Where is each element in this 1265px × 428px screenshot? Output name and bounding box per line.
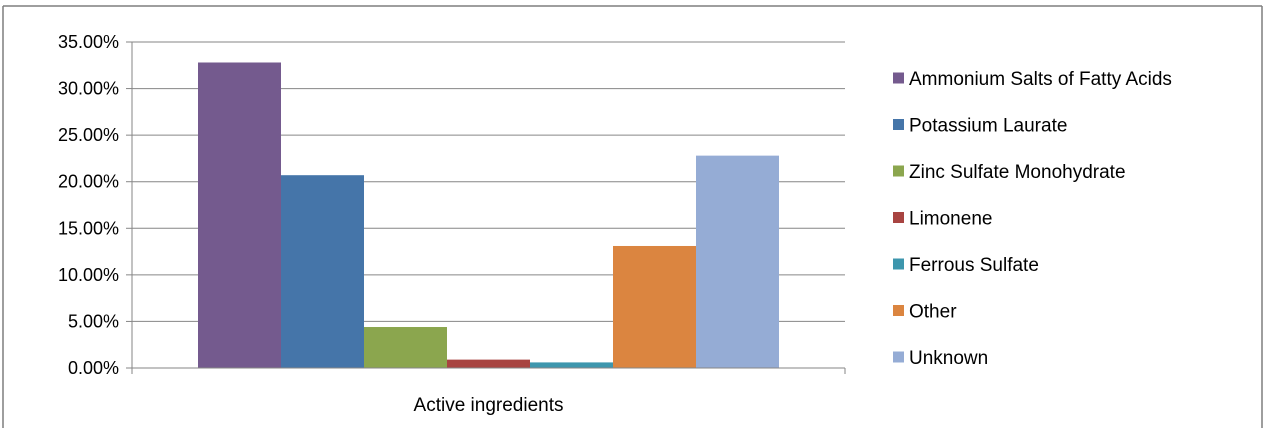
bar-potassium-laurate [281, 175, 364, 368]
y-tick-label: 25.00% [58, 125, 119, 145]
y-tick-label: 5.00% [68, 311, 119, 331]
y-tick-label: 0.00% [68, 358, 119, 378]
y-tick-label: 20.00% [58, 172, 119, 192]
bar-limonene [447, 359, 530, 368]
y-tick-label: 15.00% [58, 218, 119, 238]
bar-unknown [696, 155, 779, 368]
legend-label-zinc-sulfate-monohydrate: Zinc Sulfate Monohydrate [909, 162, 1126, 183]
x-category-label: Active ingredients [414, 395, 564, 416]
bars [198, 62, 779, 369]
legend-swatch-ferrous-sulfate [893, 258, 904, 270]
legend-swatch-limonene [893, 212, 904, 223]
legend-swatch-ammonium-salts-of-fatty-acids [893, 72, 904, 84]
y-tick-label: 10.00% [58, 265, 119, 285]
bar-ferrous-sulfate [530, 362, 613, 368]
legend-label-ferrous-sulfate: Ferrous Sulfate [909, 255, 1039, 276]
y-tick-label: 35.00% [58, 32, 119, 52]
legend-label-unknown: Unknown [909, 348, 988, 369]
legend-label-ammonium-salts-of-fatty-acids: Ammonium Salts of Fatty Acids [909, 69, 1172, 90]
axes: 0.00% 5.00% 10.00% 15.00% 20.00% 25.00% 30.00%… [58, 32, 846, 416]
legend-label-limonene: Limonene [909, 209, 992, 230]
legend: Ammonium Salts of Fatty Acids Potassium L… [893, 69, 1172, 369]
bar-other [613, 245, 696, 368]
legend-swatch-other [893, 305, 904, 316]
y-tick-label: 30.00% [58, 79, 119, 99]
legend-label-potassium-laurate: Potassium Laurate [909, 116, 1067, 137]
bar-zinc-sulfate-monohydrate [364, 327, 447, 368]
legend-swatch-unknown [893, 351, 904, 363]
legend-swatch-zinc-sulfate-monohydrate [893, 165, 904, 177]
bar-ammonium-salts-of-fatty-acids [198, 62, 281, 369]
legend-label-other: Other [909, 302, 957, 323]
legend-swatch-potassium-laurate [893, 119, 904, 130]
